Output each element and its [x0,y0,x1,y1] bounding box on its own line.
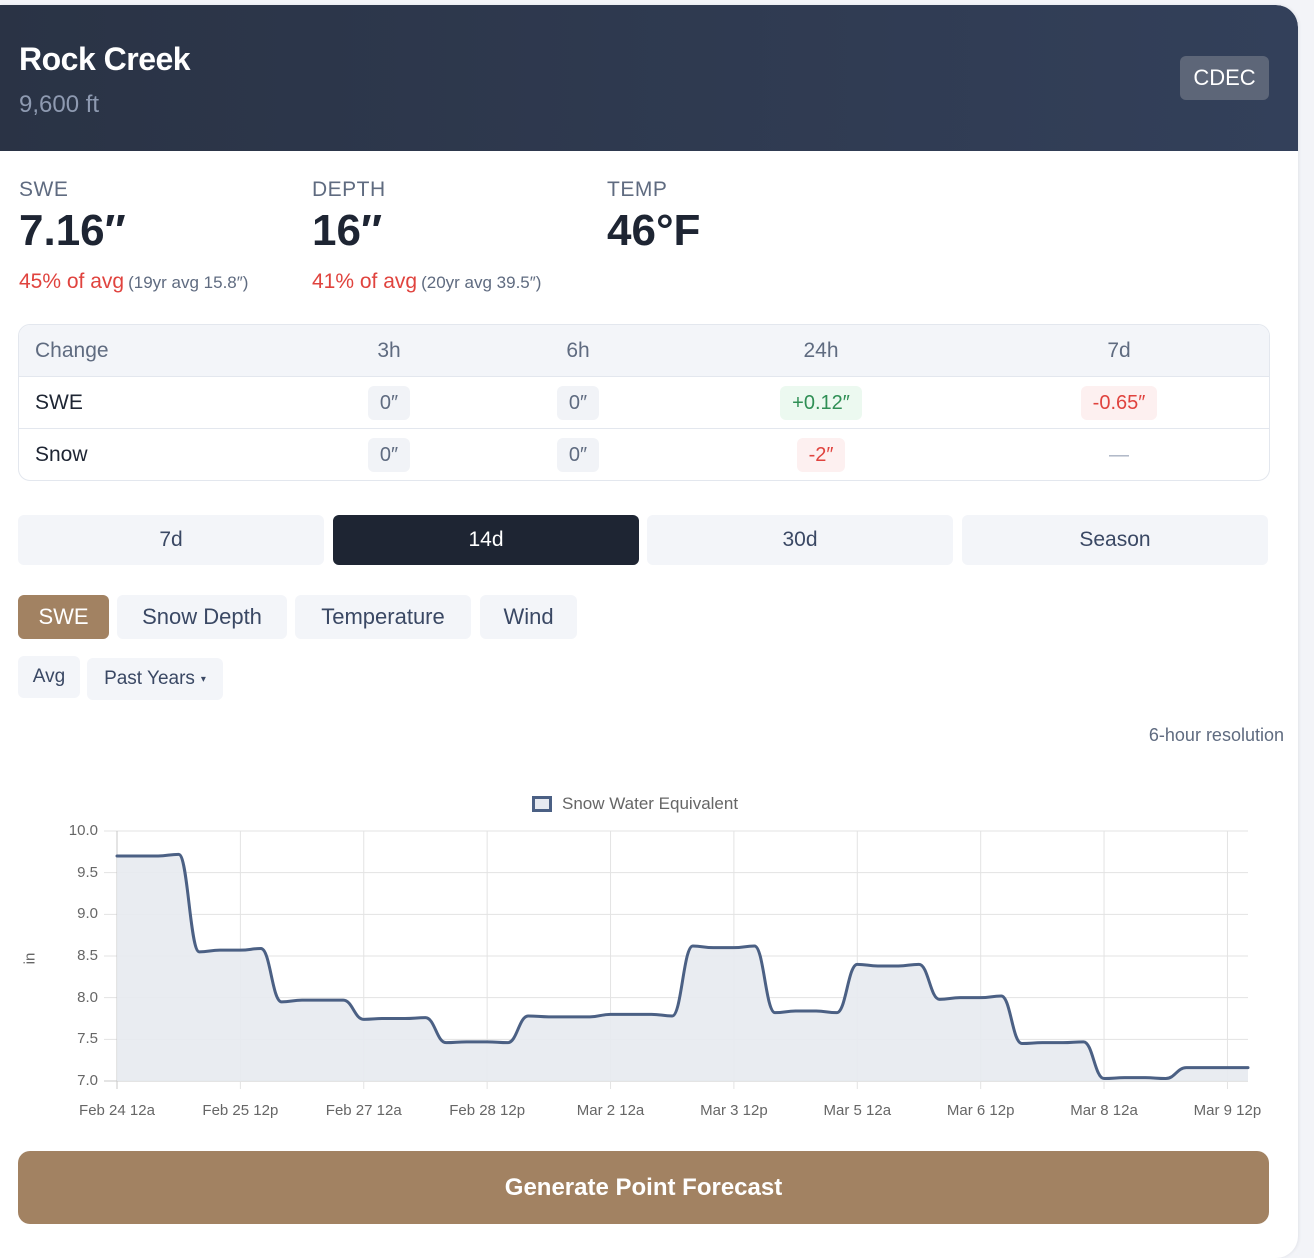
stat-avg-note: (19yr avg 15.8″) [128,273,249,292]
stat-temp: TEMP 46°F [607,178,700,256]
change-value: +0.12″ [780,385,862,420]
row-label: SWE [35,390,83,414]
stat-value: 16″ [312,206,383,255]
x-tick-label: Mar 2 12a [576,1102,645,1119]
change-value: 0″ [367,385,411,420]
stat-depth: DEPTH 16″ 41% of avg (20yr avg 39.5″) [312,178,541,294]
past-years-dropdown[interactable]: Past Years ▾ [87,658,223,700]
past-years-label: Past Years [104,668,195,689]
y-axis-title: in [21,952,39,965]
column-header: 3h [377,338,401,362]
tab-snow-depth[interactable]: Snow Depth [117,595,287,639]
y-tick-label: 7.5 [77,1030,98,1048]
station-name: Rock Creek [19,41,191,77]
source-badge: CDEC [1180,56,1269,100]
swe-chart: Snow Water Equivalent in 10.0 9.5 9.0 8.5 8.… [0,780,1298,1130]
stat-avg-note: (20yr avg 39.5″) [421,273,542,292]
station-header: Rock Creek 9,600 ft CDEC [0,5,1298,151]
station-elevation: 9,600 ft [19,91,100,118]
tab-7d[interactable]: 7d [18,515,324,565]
chart-plot-area [104,830,1250,1089]
x-tick-label: Feb 28 12p [449,1102,526,1119]
avg-overlay-button[interactable]: Avg [18,656,80,698]
legend-label: Snow Water Equivalent [562,794,739,813]
column-header: 7d [1107,338,1131,362]
resolution-note: 6-hour resolution [1148,725,1284,745]
stat-value: 46°F [607,206,701,255]
legend-swatch-icon [532,796,552,812]
tab-temperature[interactable]: Temperature [295,595,471,639]
chart-legend[interactable]: Snow Water Equivalent [532,794,738,814]
stat-percent-of-avg: 41% of avg [312,270,418,293]
table-row: SWE 0″ 0″ +0.12″ -0.65″ [19,377,1269,429]
chevron-down-icon: ▾ [200,673,206,685]
row-label: Snow [35,442,88,466]
x-tick-label: Mar 5 12a [823,1102,892,1119]
change-value: — [1109,443,1129,466]
y-tick-label: 9.0 [77,905,98,923]
column-header: Change [35,338,109,362]
x-tick-label: Mar 6 12p [946,1102,1015,1119]
y-tick-label: 7.0 [77,1072,98,1089]
stat-label: DEPTH [312,178,386,201]
tab-14d[interactable]: 14d [333,515,639,565]
change-value: 0″ [367,437,411,472]
x-tick-label: Mar 8 12a [1070,1102,1138,1119]
x-tick-label: Feb 27 12a [325,1102,402,1119]
column-header: 24h [803,338,839,362]
tab-wind[interactable]: Wind [480,595,577,639]
tab-30d[interactable]: 30d [647,515,953,565]
column-header: 6h [566,338,590,362]
x-tick-label: Mar 3 12p [700,1102,768,1119]
y-tick-label: 8.0 [77,988,98,1006]
y-tick-label: 10.0 [68,822,98,839]
stat-percent-of-avg: 45% of avg [19,270,125,293]
change-value: -0.65″ [1080,385,1158,420]
range-tabs: 7d 14d 30d Season [18,515,1269,565]
change-table: Change 3h 6h 24h 7d SWE 0″ 0″ +0.12″ -0.… [18,324,1270,481]
generate-forecast-button[interactable]: Generate Point Forecast [18,1151,1269,1224]
stat-swe: SWE 7.16″ 45% of avg (19yr avg 15.8″) [19,178,248,294]
tab-swe[interactable]: SWE [18,595,109,639]
tab-season[interactable]: Season [962,515,1268,565]
change-value: -2″ [796,437,846,472]
stat-label: SWE [19,178,69,201]
x-tick-label: Feb 24 12a [79,1102,155,1119]
table-row: Snow 0″ 0″ -2″ — [19,429,1269,480]
y-tick-label: 9.5 [77,863,98,881]
stat-value: 7.16″ [19,206,126,255]
x-tick-label: Feb 25 12p [202,1102,279,1119]
change-value: 0″ [556,385,600,420]
x-tick-label: Mar 9 12p [1193,1102,1262,1119]
stat-label: TEMP [607,178,668,201]
y-tick-label: 8.5 [77,947,98,964]
change-value: 0″ [556,437,600,472]
avg-label: Avg [32,666,66,687]
change-table-header: Change 3h 6h 24h 7d [19,325,1269,377]
